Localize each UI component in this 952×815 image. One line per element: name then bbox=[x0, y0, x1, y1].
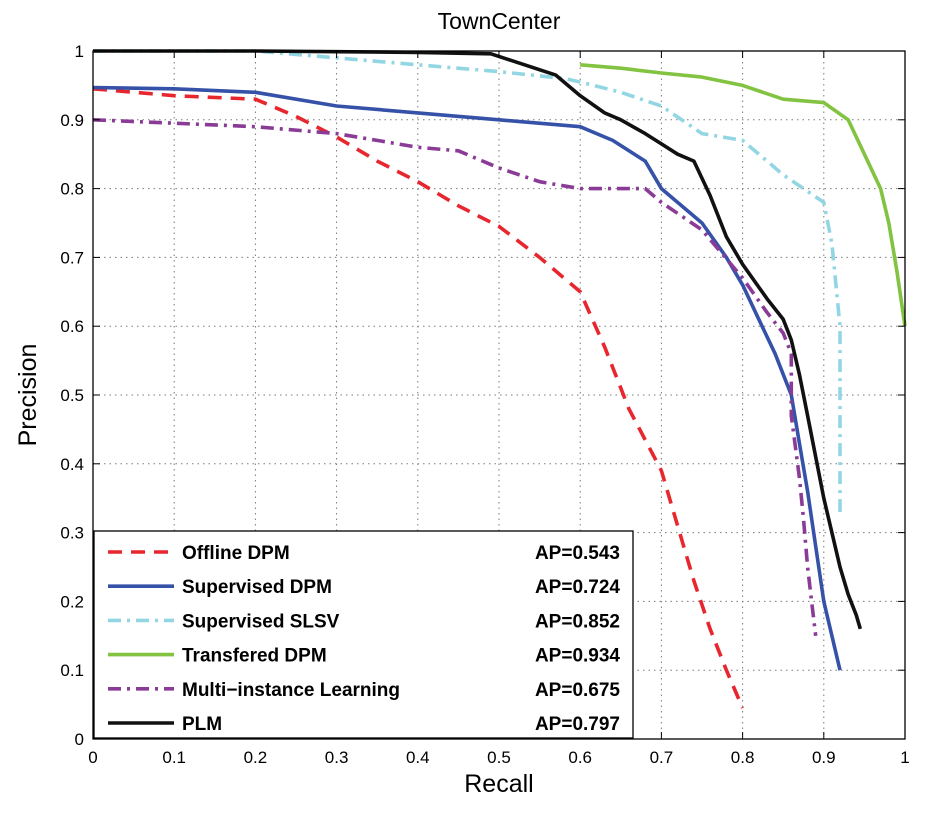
legend-ap-value: AP=0.934 bbox=[535, 646, 620, 667]
y-tick-label: 1 bbox=[75, 42, 84, 61]
legend-label: Supervised SLSV bbox=[182, 611, 340, 632]
legend-label: Transfered DPM bbox=[182, 646, 327, 667]
series-layer bbox=[92, 49, 907, 709]
x-tick-label: 0.7 bbox=[650, 748, 674, 767]
legend-ap-value: AP=0.675 bbox=[535, 680, 620, 701]
axis-ticks: 0 0.1 0.2 0.3 0.4 0.5 0.6 0.7 0.8 0.9 1 0 0.1 0.2 0.3 0… bbox=[60, 42, 909, 767]
y-tick-label: 0.2 bbox=[60, 592, 84, 611]
legend-label: Offline DPM bbox=[182, 543, 290, 564]
legend-ap-value: AP=0.543 bbox=[535, 543, 620, 564]
series-line-5 bbox=[92, 118, 818, 637]
series-line-3 bbox=[93, 49, 842, 512]
x-tick-label: 0.2 bbox=[244, 748, 268, 767]
y-tick-label: 0.9 bbox=[60, 111, 84, 130]
legend-label: Multi−instance Learning bbox=[182, 680, 400, 701]
chart-title: TownCenter bbox=[438, 8, 561, 34]
legend-ap-value: AP=0.797 bbox=[535, 714, 620, 735]
y-tick-label: 0.1 bbox=[60, 661, 84, 680]
x-tick-label: 1 bbox=[900, 748, 909, 767]
x-tick-label: 0 bbox=[88, 748, 97, 767]
x-tick-label: 0.1 bbox=[162, 748, 186, 767]
legend-box bbox=[93, 530, 634, 739]
x-tick-label: 0.6 bbox=[568, 748, 592, 767]
y-tick-label: 0.6 bbox=[60, 317, 84, 336]
y-tick-label: 0.3 bbox=[60, 524, 84, 543]
y-tick-label: 0.7 bbox=[60, 248, 84, 267]
x-tick-label: 0.4 bbox=[406, 748, 430, 767]
legend-label: Supervised DPM bbox=[182, 577, 332, 598]
y-tick-label: 0.5 bbox=[60, 386, 84, 405]
legend-label: PLM bbox=[182, 714, 222, 735]
y-tick-label: 0.8 bbox=[60, 180, 84, 199]
x-tick-label: 0.8 bbox=[731, 748, 755, 767]
series-line-2 bbox=[92, 85, 842, 671]
x-axis-label: Recall bbox=[464, 770, 533, 798]
series-line-1 bbox=[92, 87, 745, 709]
legend-ap-value: AP=0.724 bbox=[535, 577, 620, 598]
x-tick-label: 0.5 bbox=[487, 748, 511, 767]
legend-ap-value: AP=0.852 bbox=[535, 611, 620, 632]
series-line-4 bbox=[580, 63, 907, 327]
y-tick-label: 0 bbox=[75, 730, 84, 749]
series-line-6 bbox=[93, 49, 863, 630]
x-tick-label: 0.9 bbox=[812, 748, 836, 767]
x-tick-label: 0.3 bbox=[325, 748, 349, 767]
y-tick-label: 0.4 bbox=[60, 455, 84, 474]
y-axis-label: Precision bbox=[14, 344, 42, 447]
legend: Offline DPM AP=0.543 Supervised DPM AP=0.72… bbox=[93, 530, 634, 739]
